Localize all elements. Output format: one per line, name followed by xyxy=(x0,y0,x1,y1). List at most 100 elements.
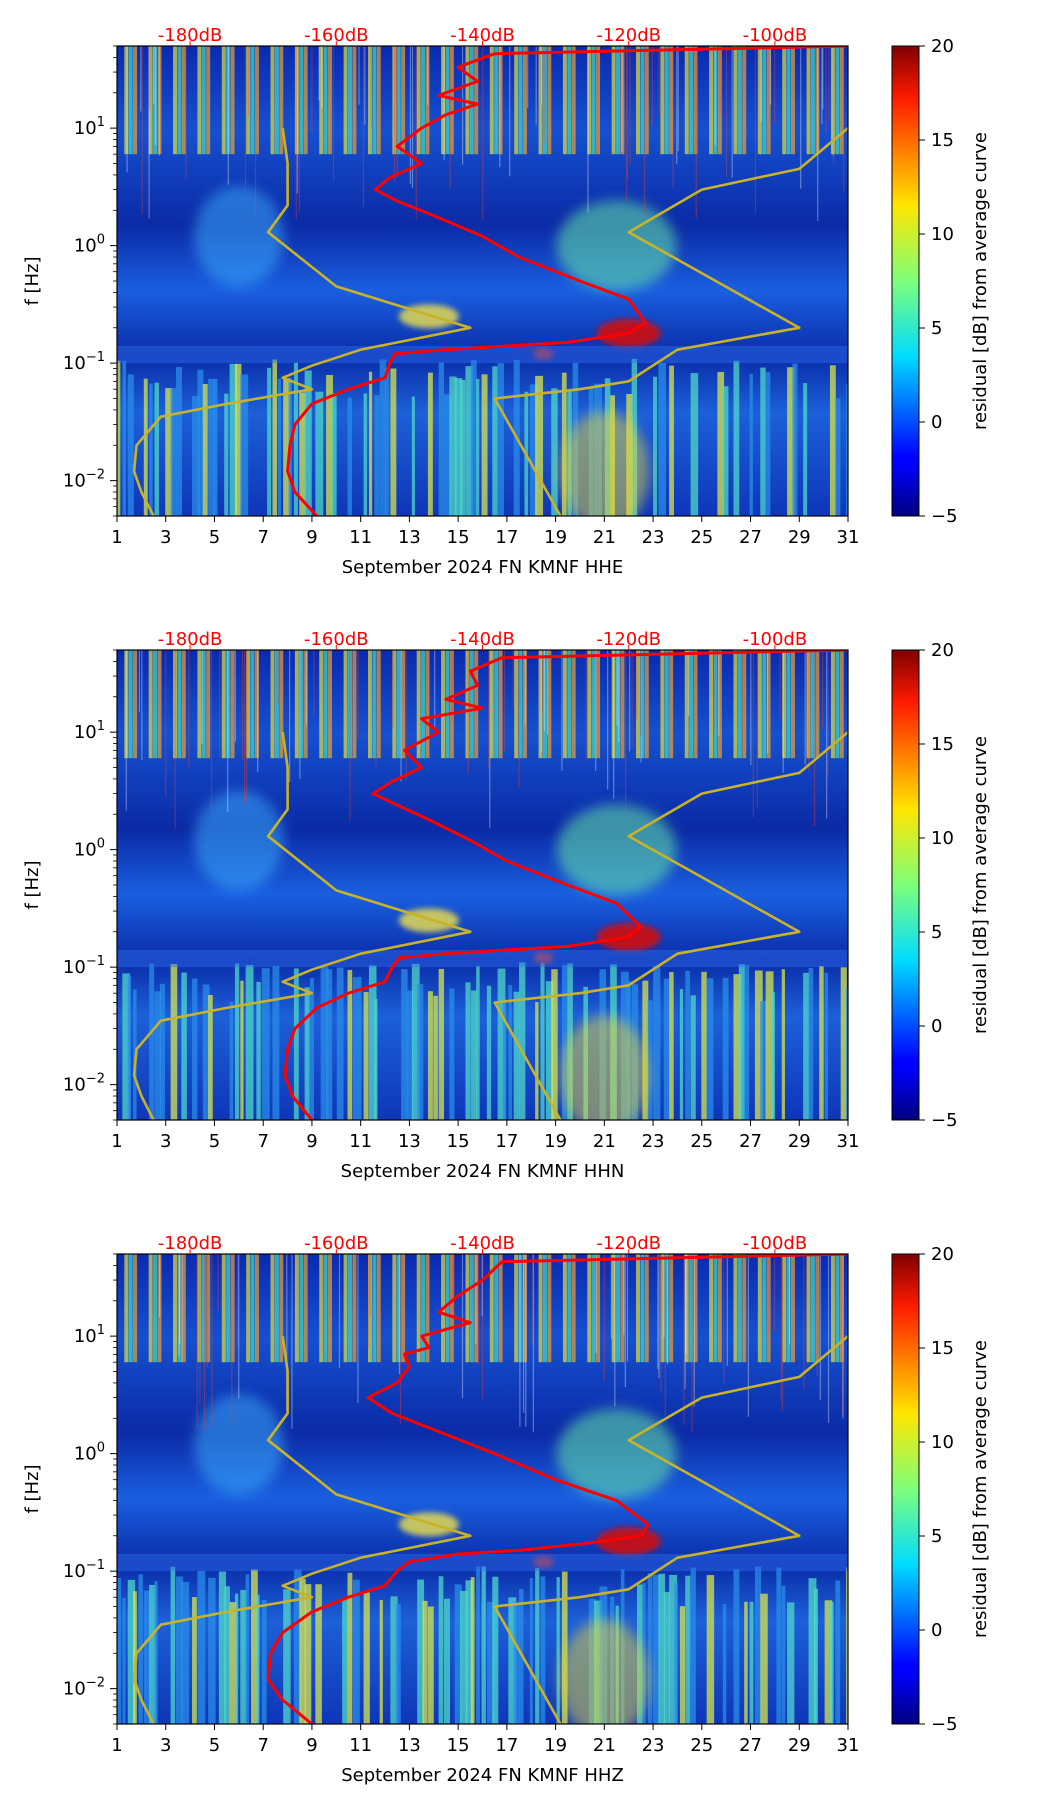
y-tick-label: 10−1 xyxy=(63,1558,105,1582)
x-tick-label: 5 xyxy=(209,1735,220,1756)
colorbar-tick-label: −5 xyxy=(931,1714,958,1735)
spectrogram-1 xyxy=(117,46,848,516)
y-tick-label: 10−2 xyxy=(63,1676,105,1700)
x-tick-label: 29 xyxy=(788,527,811,548)
panel-1: 1 3 5 7 9 11 13 15 17 19 21 23 25 27 29 3110−210−110010… xyxy=(22,25,991,578)
x-tick-label: 19 xyxy=(544,1735,567,1756)
curve-nlnm xyxy=(132,127,472,516)
db-label: -160dB xyxy=(304,25,369,46)
x-tick-label: 1 xyxy=(111,1131,122,1152)
spectrogram-3 xyxy=(117,1254,848,1724)
x-tick-label: 9 xyxy=(306,1735,317,1756)
db-label: -140dB xyxy=(450,629,515,650)
x-tick-label: 13 xyxy=(398,527,421,548)
x-tick-label: 5 xyxy=(209,527,220,548)
x-tick-label: 15 xyxy=(447,1131,470,1152)
x-tick-label: 3 xyxy=(160,1131,171,1152)
colorbar-tick-label: 0 xyxy=(931,1016,942,1037)
colorbar-label: residual [dB] from average curve xyxy=(970,132,991,430)
x-tick-label: 7 xyxy=(257,527,268,548)
db-label: -160dB xyxy=(304,629,369,650)
colorbar-tick-label: 20 xyxy=(931,1244,954,1265)
curve-nhnm xyxy=(493,731,848,1120)
db-label: -100dB xyxy=(743,25,808,46)
x-axis-label: September 2024 FN KMNF HHE xyxy=(342,557,624,578)
colorbar-tick-label: 20 xyxy=(931,36,954,57)
x-tick-label: 25 xyxy=(690,1735,713,1756)
y-tick-label: 10−2 xyxy=(63,1072,105,1096)
y-tick-label: 10−1 xyxy=(63,954,105,978)
x-tick-label: 29 xyxy=(788,1131,811,1152)
x-tick-label: 31 xyxy=(837,527,860,548)
y-axis-label: f [Hz] xyxy=(22,1464,43,1513)
x-tick-label: 3 xyxy=(160,1735,171,1756)
x-tick-label: 7 xyxy=(257,1131,268,1152)
x-tick-label: 23 xyxy=(642,527,665,548)
db-label: -120dB xyxy=(596,25,661,46)
x-tick-label: 11 xyxy=(349,527,372,548)
y-tick-label: 100 xyxy=(74,233,105,257)
colorbar-tick-label: 15 xyxy=(931,1338,954,1359)
colorbar-tick-label: 15 xyxy=(931,734,954,755)
x-tick-label: 17 xyxy=(495,1735,518,1756)
x-tick-label: 31 xyxy=(837,1131,860,1152)
y-tick-label: 101 xyxy=(74,115,105,139)
y-tick-label: 101 xyxy=(74,719,105,743)
x-tick-label: 11 xyxy=(349,1131,372,1152)
x-tick-label: 25 xyxy=(690,1131,713,1152)
colorbar xyxy=(891,45,920,517)
db-label: -100dB xyxy=(743,1233,808,1254)
panel-3: 1 3 5 7 9 11 13 15 17 19 21 23 25 27 29 3110−210−110010… xyxy=(22,1233,991,1786)
colorbar-tick-label: 5 xyxy=(931,318,942,339)
x-tick-label: 27 xyxy=(739,1131,762,1152)
x-tick-label: 27 xyxy=(739,527,762,548)
x-tick-label: 29 xyxy=(788,1735,811,1756)
x-tick-label: 7 xyxy=(257,1735,268,1756)
x-tick-label: 9 xyxy=(306,1131,317,1152)
curve-nhnm xyxy=(493,127,848,516)
x-axis-label: September 2024 FN KMNF HHN xyxy=(341,1161,625,1182)
y-axis-label: f [Hz] xyxy=(22,860,43,909)
panel-2: 1 3 5 7 9 11 13 15 17 19 21 23 25 27 29 3110−210−110010… xyxy=(22,629,991,1182)
spectrogram-2 xyxy=(117,650,848,1120)
colorbar-tick-label: −5 xyxy=(931,1110,958,1131)
colorbar xyxy=(891,649,920,1121)
x-tick-label: 19 xyxy=(544,527,567,548)
curve-average-noise-curve xyxy=(286,46,848,516)
x-tick-label: 9 xyxy=(306,527,317,548)
curve-average-noise-curve xyxy=(266,1254,848,1724)
x-tick-label: 15 xyxy=(447,1735,470,1756)
colorbar-tick-label: 5 xyxy=(931,1526,942,1547)
colorbar xyxy=(891,1253,920,1725)
curve-nhnm xyxy=(493,1335,848,1724)
x-tick-label: 17 xyxy=(495,1131,518,1152)
x-tick-label: 23 xyxy=(642,1131,665,1152)
x-tick-label: 27 xyxy=(739,1735,762,1756)
x-tick-label: 13 xyxy=(398,1735,421,1756)
colorbar-tick-label: −5 xyxy=(931,506,958,527)
colorbar-tick-label: 10 xyxy=(931,828,954,849)
x-tick-label: 1 xyxy=(111,527,122,548)
x-tick-label: 25 xyxy=(690,527,713,548)
x-tick-label: 1 xyxy=(111,1735,122,1756)
db-label: -120dB xyxy=(596,1233,661,1254)
db-label: -180dB xyxy=(158,629,223,650)
curve-nlnm xyxy=(132,731,472,1120)
colorbar-tick-label: 5 xyxy=(931,922,942,943)
db-label: -120dB xyxy=(596,629,661,650)
db-label: -180dB xyxy=(158,25,223,46)
x-tick-label: 3 xyxy=(160,527,171,548)
x-tick-label: 15 xyxy=(447,527,470,548)
db-label: -160dB xyxy=(304,1233,369,1254)
colorbar-tick-label: 0 xyxy=(931,412,942,433)
colorbar-tick-label: 15 xyxy=(931,130,954,151)
x-tick-label: 31 xyxy=(837,1735,860,1756)
y-tick-label: 10−1 xyxy=(63,350,105,374)
db-label: -140dB xyxy=(450,25,515,46)
x-tick-label: 19 xyxy=(544,1131,567,1152)
y-tick-label: 10−2 xyxy=(63,468,105,492)
colorbar-label: residual [dB] from average curve xyxy=(970,1340,991,1638)
x-tick-label: 21 xyxy=(593,1131,616,1152)
y-tick-label: 100 xyxy=(74,837,105,861)
